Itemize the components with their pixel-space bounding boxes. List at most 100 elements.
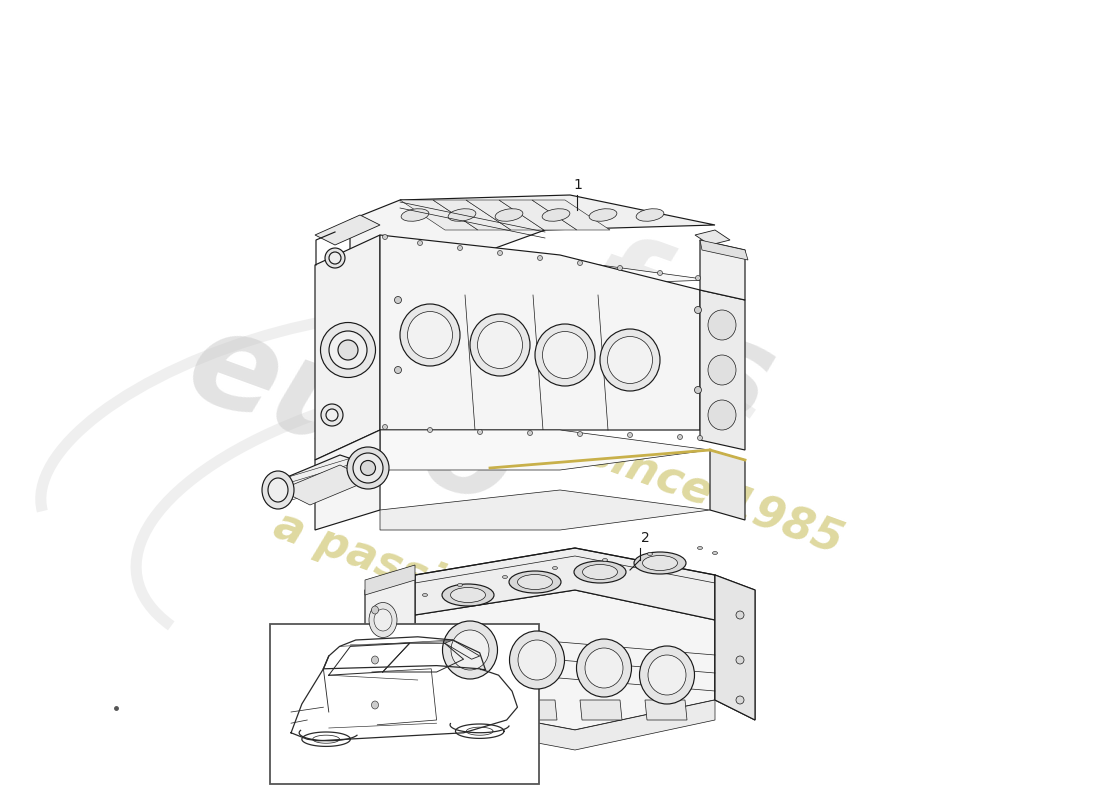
Ellipse shape xyxy=(590,209,617,222)
Text: 1: 1 xyxy=(573,178,582,192)
Polygon shape xyxy=(446,700,487,720)
Ellipse shape xyxy=(495,209,522,222)
Ellipse shape xyxy=(442,621,497,679)
Ellipse shape xyxy=(552,566,558,570)
Polygon shape xyxy=(315,215,379,245)
Ellipse shape xyxy=(736,656,744,664)
Ellipse shape xyxy=(574,561,626,583)
Ellipse shape xyxy=(639,646,694,704)
Ellipse shape xyxy=(636,209,664,222)
Ellipse shape xyxy=(708,310,736,340)
Ellipse shape xyxy=(383,425,387,430)
Ellipse shape xyxy=(585,648,623,688)
Ellipse shape xyxy=(697,435,703,441)
Ellipse shape xyxy=(477,322,522,369)
Polygon shape xyxy=(415,548,715,620)
Text: euro: euro xyxy=(170,298,534,534)
Polygon shape xyxy=(580,700,622,720)
Polygon shape xyxy=(466,200,544,230)
Polygon shape xyxy=(379,235,700,430)
Ellipse shape xyxy=(329,331,367,369)
Polygon shape xyxy=(280,465,370,505)
Ellipse shape xyxy=(262,471,294,509)
Ellipse shape xyxy=(268,478,288,502)
Text: since 1985: since 1985 xyxy=(581,430,849,562)
Ellipse shape xyxy=(395,366,402,374)
Ellipse shape xyxy=(361,461,375,475)
Ellipse shape xyxy=(578,431,583,437)
Ellipse shape xyxy=(678,434,682,439)
Ellipse shape xyxy=(535,324,595,386)
Polygon shape xyxy=(499,200,578,230)
Ellipse shape xyxy=(372,701,378,709)
Ellipse shape xyxy=(538,255,542,261)
Ellipse shape xyxy=(708,355,736,385)
Ellipse shape xyxy=(736,696,744,704)
Ellipse shape xyxy=(451,587,485,602)
Text: a passion fo: a passion fo xyxy=(268,504,568,648)
Polygon shape xyxy=(315,235,379,460)
Ellipse shape xyxy=(346,447,389,489)
Polygon shape xyxy=(515,700,557,720)
Polygon shape xyxy=(700,240,748,260)
Ellipse shape xyxy=(407,311,452,358)
Ellipse shape xyxy=(708,400,736,430)
Polygon shape xyxy=(710,450,745,520)
Ellipse shape xyxy=(442,584,494,606)
Polygon shape xyxy=(379,430,710,470)
Ellipse shape xyxy=(736,611,744,619)
Ellipse shape xyxy=(648,553,652,555)
Polygon shape xyxy=(645,700,688,720)
Ellipse shape xyxy=(374,609,392,631)
Polygon shape xyxy=(715,575,755,720)
Ellipse shape xyxy=(402,209,429,222)
Ellipse shape xyxy=(470,314,530,376)
Ellipse shape xyxy=(627,433,632,438)
Ellipse shape xyxy=(518,640,556,680)
Polygon shape xyxy=(532,200,610,230)
Ellipse shape xyxy=(458,246,462,250)
Ellipse shape xyxy=(578,261,583,266)
Polygon shape xyxy=(433,200,512,230)
Polygon shape xyxy=(700,290,745,450)
Text: res: res xyxy=(529,253,791,451)
Polygon shape xyxy=(280,455,370,490)
Ellipse shape xyxy=(422,594,428,597)
Ellipse shape xyxy=(600,329,660,391)
Ellipse shape xyxy=(451,630,490,670)
Ellipse shape xyxy=(603,558,607,562)
Polygon shape xyxy=(400,200,478,230)
Polygon shape xyxy=(365,575,415,715)
Polygon shape xyxy=(315,430,379,530)
Ellipse shape xyxy=(428,427,432,433)
Ellipse shape xyxy=(400,304,460,366)
Ellipse shape xyxy=(542,331,587,378)
Ellipse shape xyxy=(448,209,476,222)
Ellipse shape xyxy=(695,275,701,281)
Ellipse shape xyxy=(694,386,702,394)
Polygon shape xyxy=(350,200,544,250)
Ellipse shape xyxy=(583,565,617,579)
Ellipse shape xyxy=(694,306,702,314)
Ellipse shape xyxy=(338,340,358,360)
Ellipse shape xyxy=(697,546,703,550)
Ellipse shape xyxy=(713,551,717,554)
Ellipse shape xyxy=(321,404,343,426)
Ellipse shape xyxy=(503,575,507,578)
Ellipse shape xyxy=(658,270,662,275)
Polygon shape xyxy=(695,230,730,245)
Ellipse shape xyxy=(617,266,623,270)
Polygon shape xyxy=(715,575,755,720)
Ellipse shape xyxy=(368,602,397,638)
Polygon shape xyxy=(379,490,710,530)
Ellipse shape xyxy=(372,656,378,664)
Text: 2: 2 xyxy=(641,531,650,545)
Ellipse shape xyxy=(477,430,483,434)
Ellipse shape xyxy=(497,250,503,255)
Ellipse shape xyxy=(542,209,570,222)
Polygon shape xyxy=(415,590,715,730)
Polygon shape xyxy=(415,700,715,750)
Polygon shape xyxy=(400,195,715,230)
Ellipse shape xyxy=(320,322,375,378)
Polygon shape xyxy=(700,240,745,300)
